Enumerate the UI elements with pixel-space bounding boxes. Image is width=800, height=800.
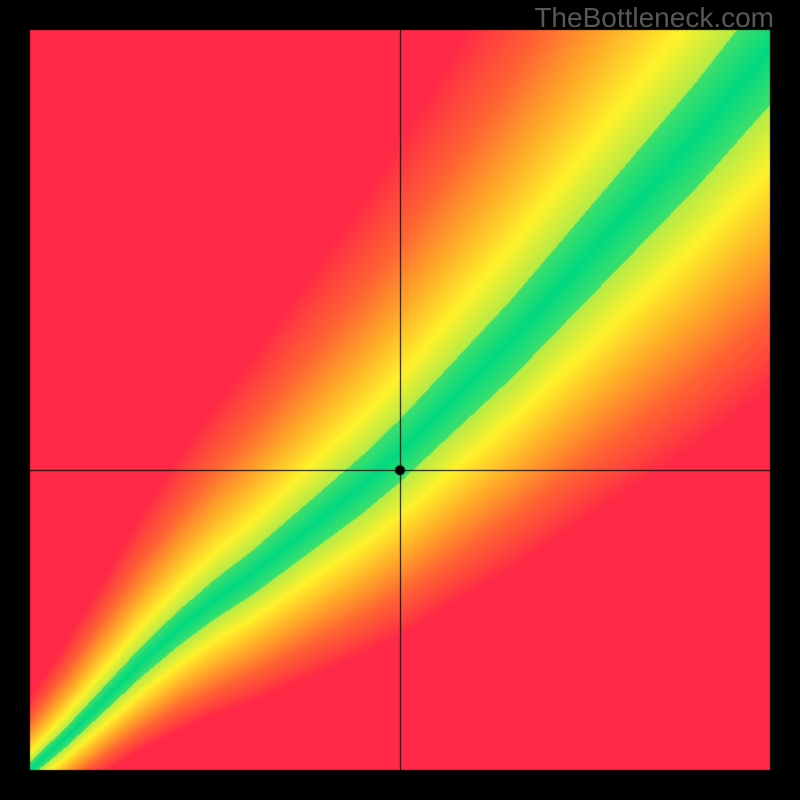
bottleneck-heatmap [0, 0, 800, 800]
watermark-text: TheBottleneck.com [534, 2, 774, 34]
